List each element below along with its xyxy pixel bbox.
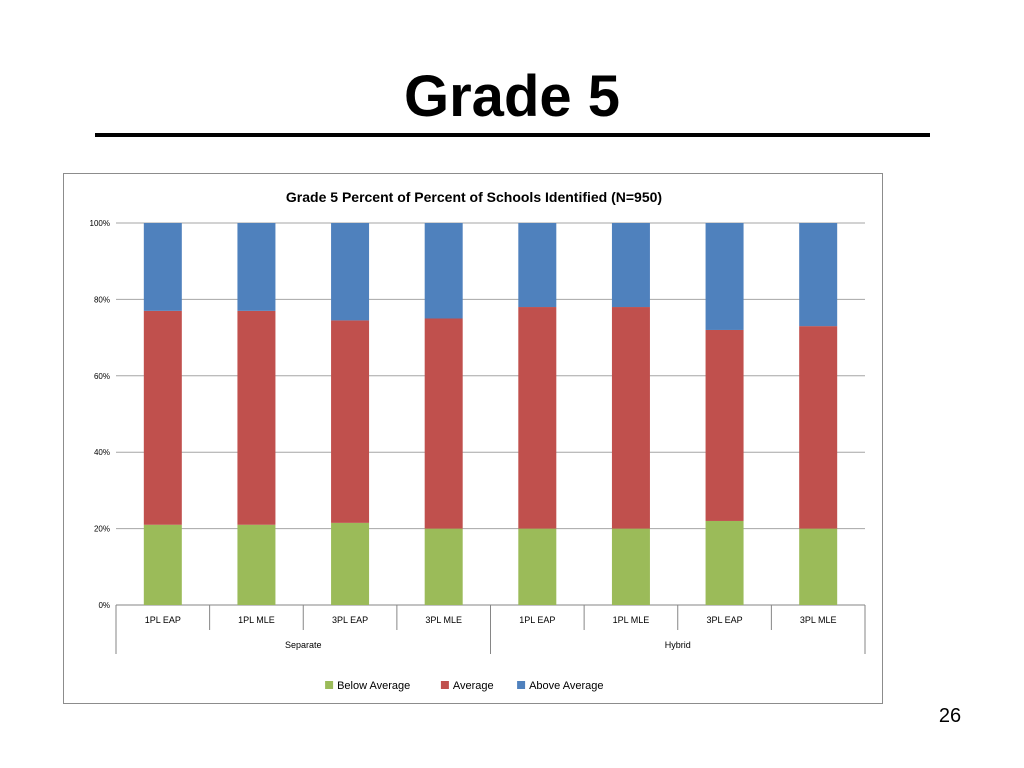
bar-segment-above-average: [331, 223, 370, 321]
bar-segment-above-average: [518, 223, 557, 308]
bar-segment-below-average: [611, 528, 650, 605]
x-group-label: Hybrid: [665, 640, 691, 650]
bar-segment-average: [424, 318, 463, 529]
y-tick-label: 80%: [94, 295, 110, 304]
bar-segment-average: [237, 310, 276, 525]
y-tick-label: 40%: [94, 448, 110, 457]
gridlines: [116, 222, 865, 606]
legend-swatch: [325, 681, 334, 689]
bar-segment-above-average: [799, 223, 838, 327]
y-tick-label: 0%: [98, 601, 110, 610]
x-axis: 1PL EAP 1PL MLE 3PL EAP 3PL MLE 1PL EAP 1PL M…: [115, 605, 866, 654]
x-tick-label: 3PL EAP: [332, 615, 368, 625]
bar-segment-below-average: [331, 522, 370, 605]
bar-segment-above-average: [143, 223, 182, 311]
x-tick-label: 3PL MLE: [800, 615, 837, 625]
y-tick-label: 100%: [90, 219, 110, 228]
bar-segment-below-average: [705, 520, 744, 605]
x-tick-label: 1PL MLE: [238, 615, 275, 625]
page-number: 26: [938, 705, 962, 727]
y-tick-label: 60%: [94, 372, 110, 381]
legend-swatch: [517, 681, 526, 689]
legend-label: Above Average: [529, 680, 603, 692]
bar-segment-average: [143, 310, 182, 525]
bar-segment-above-average: [424, 223, 463, 319]
bar-segment-below-average: [424, 528, 463, 605]
slide-title: Grade 5: [404, 64, 620, 129]
bar-segment-below-average: [518, 528, 557, 605]
legend-label: Below Average: [337, 680, 410, 692]
bar-segment-average: [518, 307, 557, 529]
bar-segment-below-average: [143, 524, 182, 605]
bar-segment-average: [799, 326, 838, 529]
x-group-label: Separate: [285, 640, 322, 650]
chart-area: Grade 5 Percent of Percent of Schools Id…: [63, 173, 883, 704]
legend-label: Average: [453, 680, 494, 692]
x-tick-label: 1PL MLE: [613, 615, 650, 625]
chart-title: Grade 5 Percent of Percent of Schools Id…: [286, 189, 662, 205]
bar-segment-average: [611, 307, 650, 529]
legend: Below Average Average Above Average: [325, 680, 604, 692]
bar-segment-below-average: [237, 524, 276, 605]
bars: [143, 223, 838, 605]
bar-segment-average: [331, 320, 370, 523]
y-axis-ticks: 0% 20% 40% 60% 80% 100%: [90, 219, 110, 610]
legend-swatch: [440, 681, 449, 689]
stacked-bar-chart: Grade 5 Percent of Percent of Schools Id…: [90, 189, 866, 692]
bar-segment-above-average: [705, 223, 744, 330]
x-tick-label: 1PL EAP: [519, 615, 555, 625]
bar-segment-above-average: [611, 223, 650, 308]
bar-segment-above-average: [237, 223, 276, 311]
x-tick-label: 1PL EAP: [145, 615, 181, 625]
bar-segment-below-average: [799, 528, 838, 605]
x-tick-label: 3PL MLE: [425, 615, 462, 625]
y-tick-label: 20%: [94, 525, 110, 534]
title-underline: [95, 133, 930, 137]
x-tick-label: 3PL EAP: [706, 615, 742, 625]
bar-segment-average: [705, 329, 744, 521]
